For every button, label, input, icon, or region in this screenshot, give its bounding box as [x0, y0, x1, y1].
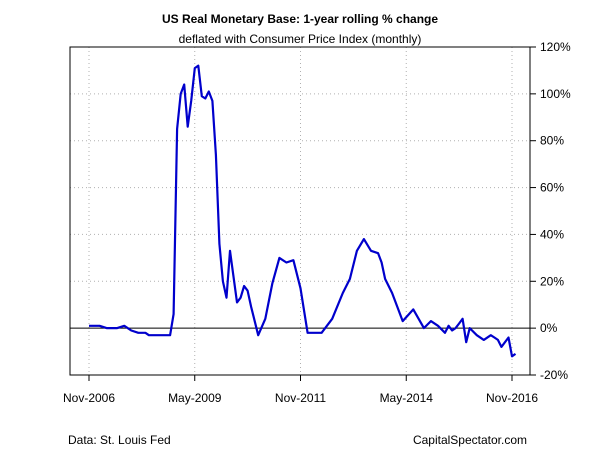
y-axis: 120% 100% 80% 60% 40% 20% 0% -20% [530, 40, 571, 382]
source-label: Data: St. Louis Fed [68, 433, 171, 447]
y-tick-label: 60% [540, 181, 564, 195]
credit-label: CapitalSpectator.com [413, 433, 527, 447]
y-tick-label: 120% [540, 40, 571, 54]
x-tick-label: May-2009 [168, 391, 222, 405]
x-axis: Nov-2006 May-2009 Nov-2011 May-2014 Nov-2016 [63, 375, 538, 405]
y-tick-label: 80% [540, 134, 564, 148]
x-tick-label: May-2014 [380, 391, 434, 405]
series-line [89, 64, 517, 358]
y-tick-label: 20% [540, 274, 564, 288]
grid [70, 46, 530, 376]
y-tick-label: 100% [540, 87, 571, 101]
chart-title: US Real Monetary Base: 1-year rolling % … [162, 12, 438, 26]
chart-subtitle: deflated with Consumer Price Index (mont… [179, 32, 422, 46]
y-tick-label: -20% [540, 368, 568, 382]
x-tick-label: Nov-2011 [275, 391, 326, 405]
x-tick-label: Nov-2006 [63, 391, 115, 405]
y-tick-label: 40% [540, 227, 564, 241]
x-tick-label: Nov-2016 [486, 391, 538, 405]
y-tick-label: 0% [540, 321, 558, 335]
